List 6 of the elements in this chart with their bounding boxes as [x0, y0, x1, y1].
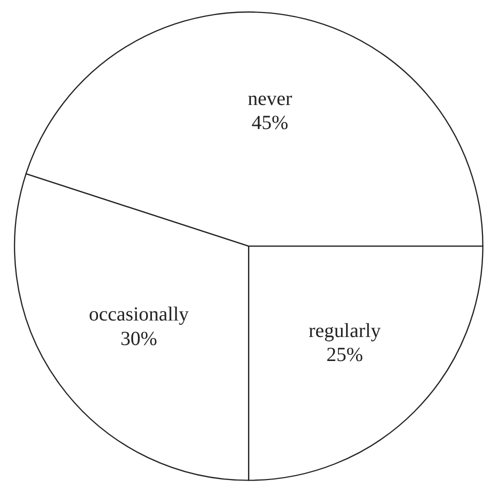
- data-label: 45%: [252, 112, 288, 134]
- data-label: 30%: [120, 328, 158, 350]
- slice-label: occasionally: [88, 304, 189, 326]
- data-label: 25%: [326, 344, 364, 366]
- slice-label: regularly: [308, 320, 381, 342]
- slice-label: never: [248, 88, 292, 110]
